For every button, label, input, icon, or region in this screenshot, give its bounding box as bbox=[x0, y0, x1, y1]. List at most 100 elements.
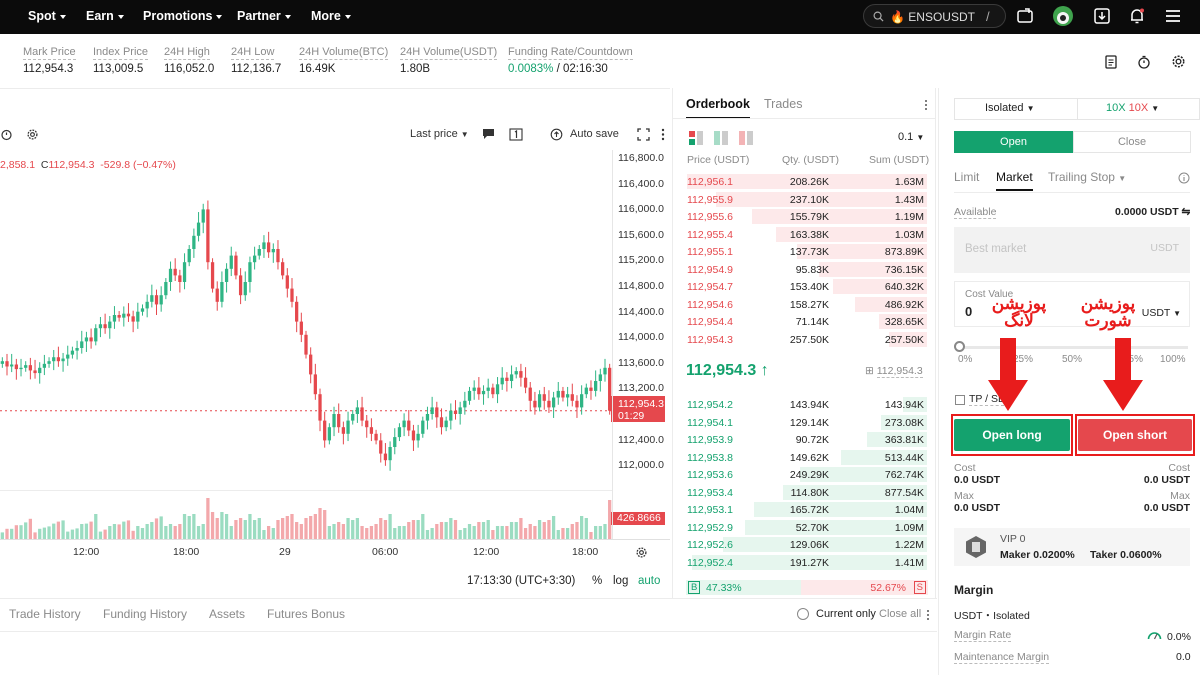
order-type-trailing-stop[interactable]: Trailing Stop ▼ bbox=[1048, 170, 1127, 184]
bid-row[interactable]: 112,954.2 143.94K 143.94K bbox=[673, 396, 937, 414]
volume-bar bbox=[402, 526, 406, 539]
more-vertical-icon[interactable] bbox=[657, 128, 669, 141]
ask-row[interactable]: 112,955.1 137.73K 873.89K bbox=[673, 243, 937, 261]
volume-bar bbox=[276, 520, 280, 539]
bid-row[interactable]: 112,952.4 191.27K 1.41M bbox=[673, 554, 937, 572]
qty-cell: 158.27K bbox=[789, 298, 829, 311]
margin-mode-select[interactable]: Isolated ▼ bbox=[985, 102, 1035, 114]
candle bbox=[112, 315, 117, 322]
last-price-selector[interactable]: Last price ▼ bbox=[410, 128, 469, 140]
tab-funding-history[interactable]: Funding History bbox=[103, 607, 188, 621]
volume-bar bbox=[542, 522, 546, 539]
nav-partner[interactable]: Partner bbox=[237, 9, 291, 23]
download-icon[interactable] bbox=[1093, 7, 1111, 25]
tab-futures-bonus[interactable]: Futures Bonus bbox=[267, 607, 346, 621]
bid-row[interactable]: 112,953.9 90.72K 363.81K bbox=[673, 431, 937, 449]
cloud-save-icon[interactable] bbox=[550, 128, 563, 141]
maintenance-margin-value: 0.0 bbox=[1176, 651, 1191, 663]
avatar[interactable] bbox=[1052, 5, 1074, 27]
open-tab[interactable]: Open bbox=[954, 131, 1073, 153]
bid-row[interactable]: 112,954.1 129.14K 273.08K bbox=[673, 414, 937, 432]
nav-earn[interactable]: Earn bbox=[86, 9, 124, 23]
current-only-radio[interactable] bbox=[797, 608, 809, 620]
bottom-more-icon[interactable] bbox=[925, 609, 931, 621]
bid-row[interactable]: 112,953.1 165.72K 1.04M bbox=[673, 501, 937, 519]
tpsl-checkbox[interactable] bbox=[955, 395, 965, 405]
tab-trade-history[interactable]: Trade History bbox=[9, 607, 81, 621]
alarm-icon[interactable] bbox=[0, 128, 13, 141]
log-toggle[interactable]: log bbox=[613, 575, 629, 587]
document-icon[interactable] bbox=[1104, 55, 1118, 69]
menu-icon[interactable] bbox=[1164, 7, 1182, 25]
candle bbox=[435, 407, 439, 418]
volume-bar bbox=[561, 528, 565, 539]
info-icon[interactable] bbox=[1178, 172, 1190, 184]
price-input[interactable]: Best market USDT bbox=[954, 227, 1190, 273]
percent-toggle[interactable]: % bbox=[592, 575, 603, 587]
bid-row[interactable]: 112,952.6 129.06K 1.22M bbox=[673, 536, 937, 554]
volume-bar bbox=[346, 518, 350, 539]
chart-settings-icon[interactable] bbox=[26, 128, 39, 141]
search-input[interactable]: 🔥 ENSOUSDT / bbox=[863, 4, 1006, 28]
open-short-button[interactable]: Open short bbox=[1078, 419, 1192, 451]
ob-more-icon[interactable] bbox=[923, 99, 929, 111]
bid-row[interactable]: 112,953.4 114.80K 877.54K bbox=[673, 484, 937, 502]
ask-row[interactable]: 112,955.4 163.38K 1.03M bbox=[673, 226, 937, 244]
candle bbox=[5, 361, 9, 367]
timer-icon[interactable] bbox=[1137, 55, 1151, 69]
axis-settings-icon[interactable] bbox=[635, 546, 648, 559]
ask-row[interactable]: 112,954.9 95.83K 736.15K bbox=[673, 261, 937, 279]
ask-row[interactable]: 112,954.7 153.40K 640.32K bbox=[673, 278, 937, 296]
leverage-slider[interactable] bbox=[960, 346, 1188, 349]
view-asks-icon[interactable] bbox=[739, 131, 753, 145]
ask-row[interactable]: 112,955.6 155.79K 1.19M bbox=[673, 208, 937, 226]
tab-trades[interactable]: Trades bbox=[764, 97, 803, 111]
stat-24h-volume-usdt: 24H Volume(USDT) 1.80B bbox=[400, 46, 498, 75]
ask-row[interactable]: 112,954.4 71.14K 328.65K bbox=[673, 313, 937, 331]
view-bids-icon[interactable] bbox=[714, 131, 728, 145]
x-tick-label: 29 bbox=[279, 546, 291, 558]
price-chart[interactable] bbox=[0, 150, 612, 540]
auto-toggle[interactable]: auto bbox=[638, 575, 661, 587]
depth-bar bbox=[751, 209, 927, 224]
swap-icon[interactable]: ⇋ bbox=[1181, 206, 1191, 218]
close-tab[interactable]: Close bbox=[1073, 131, 1191, 153]
volume-bar bbox=[66, 531, 70, 539]
transfer-icon[interactable] bbox=[1016, 7, 1034, 25]
view-both-icon[interactable] bbox=[689, 131, 703, 145]
nav-promotions[interactable]: Promotions bbox=[143, 9, 223, 23]
slider-handle[interactable] bbox=[954, 341, 965, 352]
bid-row[interactable]: 112,953.8 149.62K 513.44K bbox=[673, 449, 937, 467]
comment-icon[interactable] bbox=[482, 128, 495, 140]
bid-row[interactable]: 112,952.9 52.70K 1.09M bbox=[673, 519, 937, 537]
tab-assets[interactable]: Assets bbox=[209, 607, 246, 621]
candle bbox=[547, 400, 551, 408]
candle bbox=[579, 394, 584, 408]
nav-spot[interactable]: Spot bbox=[28, 9, 66, 23]
ask-row[interactable]: 112,954.3 257.50K 257.50K bbox=[673, 331, 937, 349]
price-cell: 112,953.8 bbox=[687, 451, 733, 464]
precision-select[interactable]: 0.1 ▼ bbox=[898, 131, 925, 143]
fullscreen-icon[interactable] bbox=[637, 128, 650, 141]
leverage-select[interactable]: 10X 10X ▼ bbox=[1106, 102, 1160, 114]
bid-row[interactable]: 112,953.6 249.29K 762.74K bbox=[673, 466, 937, 484]
volume-bar bbox=[281, 518, 285, 539]
close-all-button[interactable]: Close all bbox=[879, 608, 922, 620]
candle bbox=[519, 371, 523, 378]
bell-icon[interactable] bbox=[1128, 7, 1146, 25]
gear-icon[interactable] bbox=[1171, 54, 1186, 69]
tab-orderbook[interactable]: Orderbook bbox=[686, 97, 750, 119]
cost-value-input[interactable]: Cost Value 0 USDT ▼ bbox=[954, 281, 1190, 327]
ask-row[interactable]: 112,955.9 237.10K 1.43M bbox=[673, 191, 937, 209]
nav-more[interactable]: More bbox=[311, 9, 351, 23]
one-icon[interactable] bbox=[509, 128, 523, 141]
volume-bar bbox=[89, 521, 93, 539]
open-long-button[interactable]: Open long bbox=[954, 419, 1070, 451]
ask-row[interactable]: 112,954.6 158.27K 486.92K bbox=[673, 296, 937, 314]
ask-row[interactable]: 112,956.1 208.26K 1.63M bbox=[673, 173, 937, 191]
cost-unit-select[interactable]: USDT ▼ bbox=[1141, 307, 1181, 319]
order-type-limit[interactable]: Limit bbox=[954, 170, 980, 184]
arrow-down-short-icon bbox=[1103, 338, 1143, 411]
order-type-market[interactable]: Market bbox=[996, 170, 1033, 191]
volume-bar bbox=[210, 512, 215, 539]
